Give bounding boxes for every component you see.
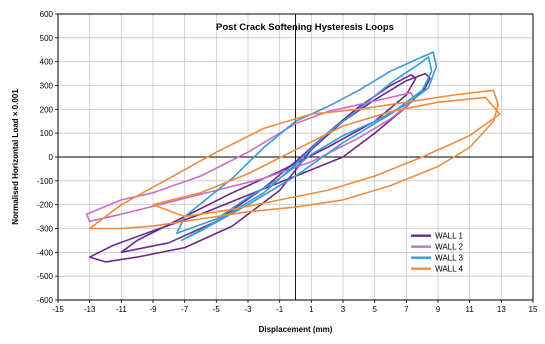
y-tick-label: 100 [40,129,54,138]
y-tick-label: 600 [40,10,54,19]
x-tick-label: -9 [149,305,157,314]
chart-title: Post Crack Softening Hysteresis Loops [216,22,394,33]
y-tick-label: -600 [37,296,54,305]
legend-label: WALL 4 [435,265,463,274]
legend-label: WALL 2 [435,243,463,252]
series-wall-3 [176,51,438,242]
x-tick-label: -3 [244,305,252,314]
x-tick-label: -15 [52,305,64,314]
legend: WALL 1 WALL 2 WALL 3 WALL 4 [411,232,463,274]
y-tick-label: 0 [49,153,54,162]
y-tick-label: 200 [40,105,54,114]
legend-item: WALL 4 [411,265,463,274]
y-tick-label: -400 [37,248,54,257]
x-tick-label: 7 [404,305,409,314]
x-tick-label: 15 [529,305,538,314]
series-wall-2 [85,91,416,223]
y-tick-label: -100 [37,177,54,186]
series-wall-4 [88,89,501,230]
legend-item: WALL 1 [411,232,463,241]
y-tick-label: 300 [40,82,54,91]
legend-label: WALL 3 [435,254,463,263]
y-tick-labels: -600 -500 -400 -300 -200 -100 0 100 200 300 400 500… [37,10,58,305]
series-loop [152,96,501,218]
x-tick-label: 3 [341,305,346,314]
y-tick-label: -500 [37,272,54,281]
x-tick-label: 5 [372,305,377,314]
legend-label: WALL 1 [435,232,463,241]
x-tick-label: 13 [497,305,506,314]
y-tick-label: 500 [40,34,54,43]
series-loop [85,91,416,223]
x-tick-labels: -15 -13 -11 -9 -7 -5 -3 -1 1 3 5 7 9 11 13 15 [52,300,538,314]
x-tick-label: -11 [116,305,128,314]
series-loop [180,56,433,242]
x-tick-label: -1 [276,305,284,314]
y-tick-label: -300 [37,225,54,234]
x-tick-label: -5 [213,305,221,314]
y-tick-label: -200 [37,201,54,210]
x-tick-label: 9 [436,305,441,314]
series-curves [85,51,501,263]
x-tick-label: -7 [181,305,189,314]
series-loop [88,89,500,230]
y-axis-label: Normalised Horizontal Load × 0.001 [11,89,20,225]
x-tick-label: -13 [84,305,96,314]
y-tick-label: 400 [40,58,54,67]
legend-item: WALL 3 [411,254,463,263]
x-axis-label: Displacement (mm) [259,325,333,334]
x-tick-label: 1 [309,305,314,314]
legend-item: WALL 2 [411,243,463,252]
x-tick-label: 11 [466,305,475,314]
